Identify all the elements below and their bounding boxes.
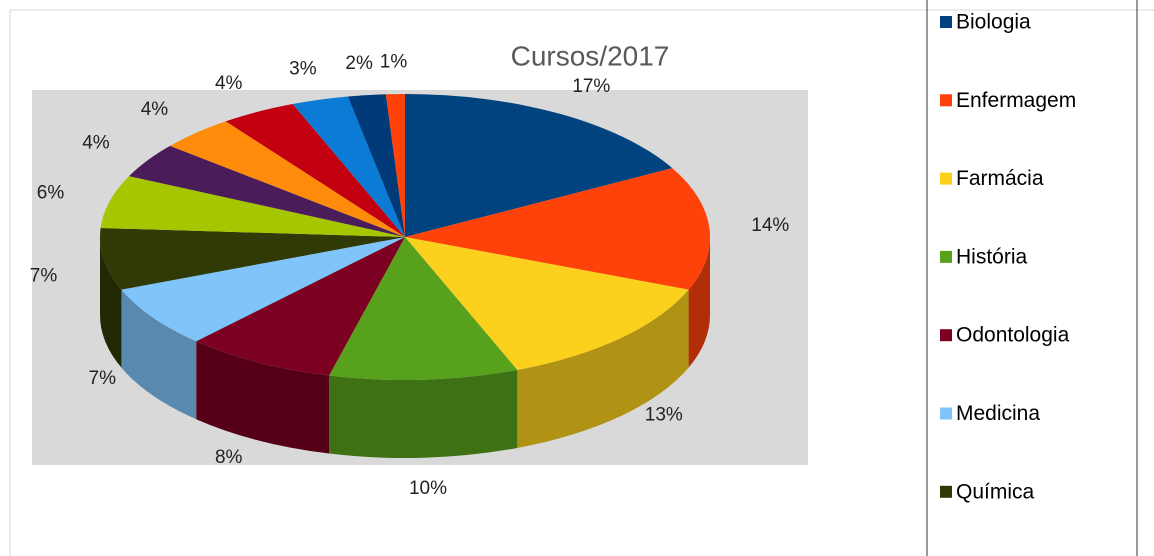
data-label: 2% [345, 53, 373, 74]
data-label: 13% [645, 405, 683, 426]
data-label: 3% [289, 58, 317, 79]
slice [405, 168, 711, 290]
legend-swatch [940, 407, 952, 420]
legend-label: Medicina [956, 402, 1040, 425]
slice [121, 237, 405, 342]
slice-side [100, 237, 122, 368]
data-label: 7% [30, 266, 58, 287]
legend-swatch [940, 94, 952, 107]
legend-swatch [940, 250, 952, 263]
legend-label: Enfermagem [956, 89, 1076, 112]
data-label: 8% [215, 447, 243, 468]
slice [347, 94, 405, 237]
slice [129, 145, 405, 237]
slice [405, 94, 673, 237]
slice [225, 104, 405, 237]
data-label: 10% [409, 478, 447, 499]
slice [292, 96, 405, 237]
slice-side [517, 289, 689, 448]
data-label: 17% [572, 76, 610, 97]
legend-swatch [940, 329, 952, 342]
data-label: 14% [751, 215, 789, 236]
slice-side [329, 369, 518, 458]
legend-label: Química [956, 480, 1035, 503]
slice-side [688, 237, 710, 368]
legend-label: Odontologia [956, 324, 1070, 347]
slice [100, 228, 405, 290]
data-label: 1% [380, 52, 408, 73]
slice-side [196, 341, 330, 454]
slice-side [121, 289, 197, 420]
slice [329, 237, 518, 380]
legend-label: História [956, 245, 1028, 268]
slice [196, 237, 405, 376]
legend-label: Farmácia [956, 167, 1044, 190]
slice [385, 94, 405, 237]
legend-swatch [940, 485, 952, 498]
legend-label: Biologia [956, 11, 1031, 34]
slice [405, 237, 689, 370]
data-label: 4% [141, 99, 169, 120]
legend-swatch [940, 172, 952, 185]
data-label: 7% [89, 368, 117, 389]
legend-swatch [940, 16, 952, 28]
chart-title: Cursos/2017 [511, 40, 670, 71]
data-label: 4% [215, 73, 243, 94]
slice [169, 121, 405, 237]
data-label: 6% [37, 183, 65, 204]
slice [100, 176, 406, 237]
data-label: 4% [82, 133, 110, 154]
